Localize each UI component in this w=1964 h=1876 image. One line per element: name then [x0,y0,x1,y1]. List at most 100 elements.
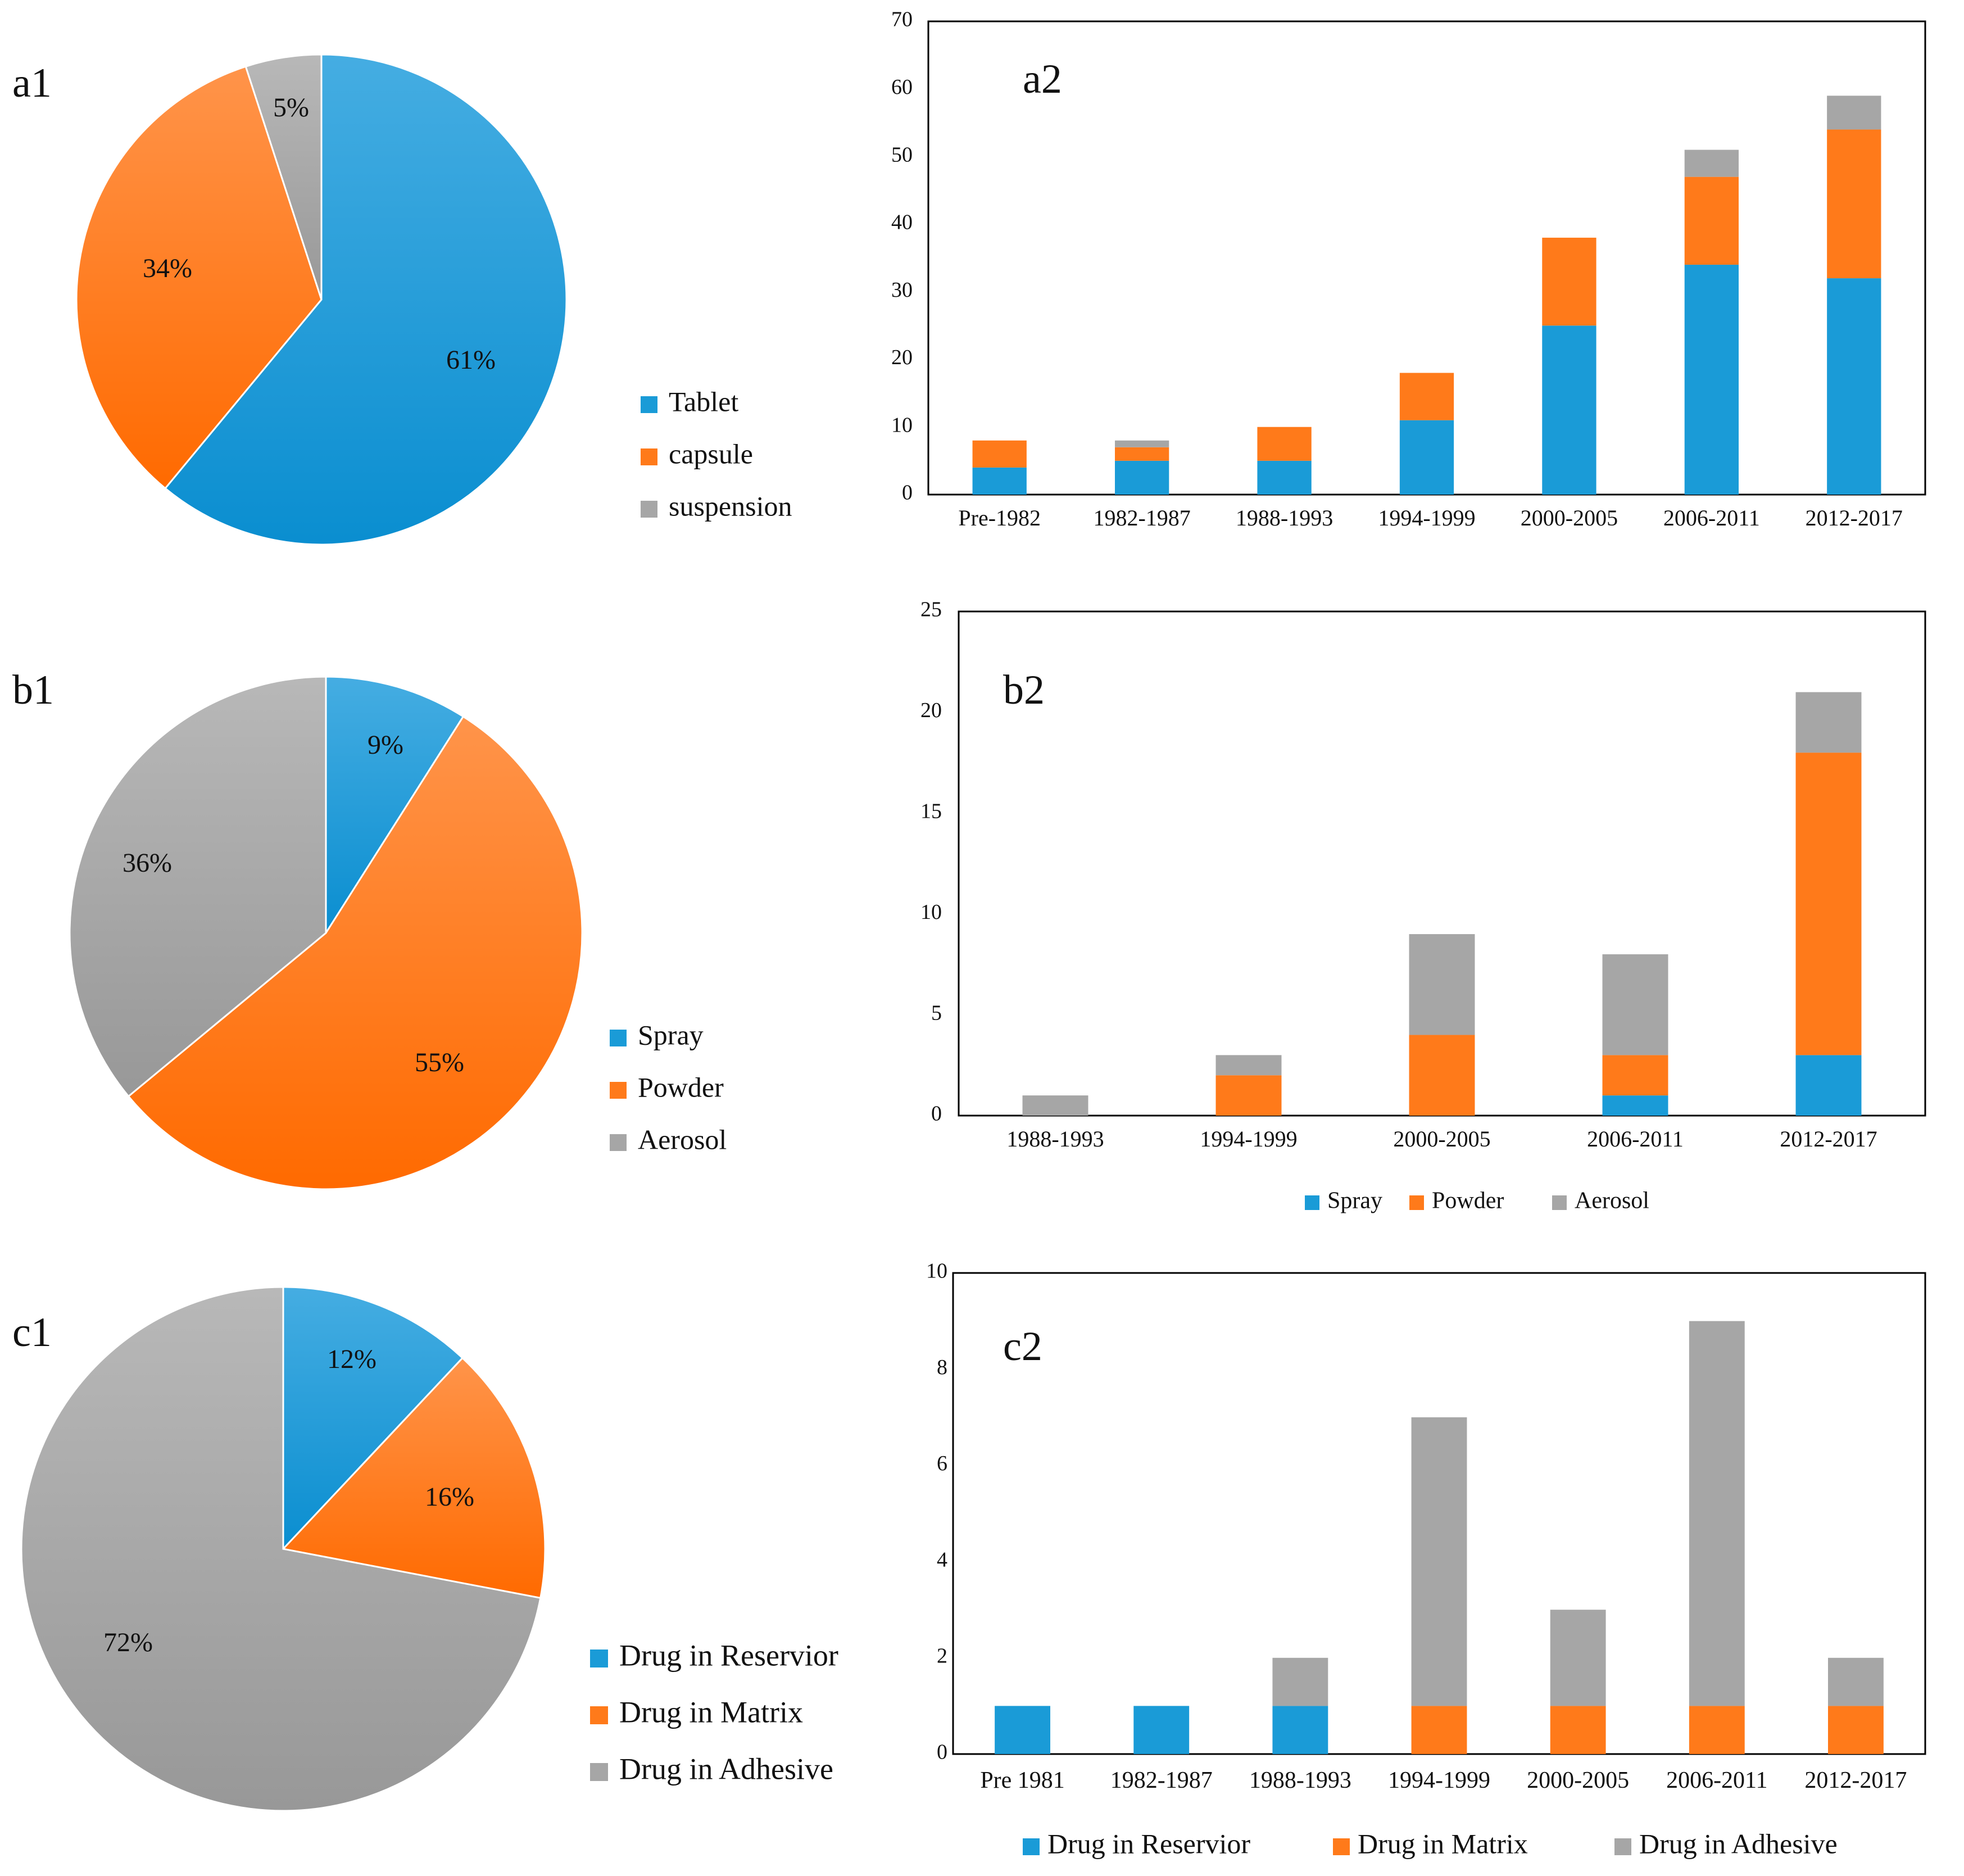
legend-swatch-drug-in-matrix [1333,1838,1350,1855]
legend-swatch-aerosol [610,1134,627,1151]
x-tick-label: 2012-2017 [1806,505,1903,531]
bar-capsule-2006-2011 [1684,176,1739,265]
y-tick-label: 10 [920,900,942,924]
bar-spray-2012-2017 [1795,1055,1862,1116]
x-tick-label: 2000-2005 [1521,505,1618,531]
bar-drug-in-adhesive-2012-2017 [1828,1657,1884,1706]
bar-aerosol-2012-2017 [1795,692,1862,753]
legend-b1: Spray Powder Aerosol [610,1019,727,1155]
legend-swatch-spray [1305,1195,1319,1210]
y-tick-label: 15 [920,800,942,823]
bar-drug-in-adhesive-1994-1999 [1411,1417,1467,1706]
x-tick-label: 1988-1993 [1236,505,1333,531]
pie-pct-label-tablet: 61% [446,345,496,375]
legend-b2: Spray Powder Aerosol [1305,1188,1649,1214]
bar-aerosol-2006-2011 [1602,954,1668,1055]
bar-drug-in-matrix-1994-1999 [1411,1706,1467,1754]
legend-label-suspension: suspension [669,490,792,522]
pie-chart-b1: 9% 55% 36% b1 Spray Powder Aerosol [12,667,727,1190]
bar-chart-c2: 0 2 4 6 8 10 Pre 1981 1982-1987 1988-1993 1994-19… [926,1259,1926,1859]
legend-label-drug-in-matrix: Drug in Matrix [619,1695,803,1729]
legend-label-aerosol: Aerosol [638,1123,727,1155]
legend-label-drug-in-reservior: Drug in Reservior [1047,1828,1250,1859]
bar-capsule-1994-1999 [1399,373,1454,420]
pie-pct-label-drug-in-matrix: 16% [425,1482,474,1512]
pie-pct-label-powder: 55% [415,1048,464,1077]
bar-powder-2000-2005 [1409,1035,1475,1116]
legend-c2: Drug in Reservior Drug in Matrix Drug in A… [1023,1828,1838,1859]
legend-swatch-spray [610,1030,627,1046]
pie-slice-powder [127,715,583,1190]
y-tick-label: 10 [926,1259,947,1283]
x-tick-label: 2006-2011 [1587,1126,1684,1152]
pie-pct-label-drug-in-adhesive: 72% [103,1628,153,1657]
x-tick-label: 1994-1999 [1200,1126,1297,1152]
bar-drug-in-matrix-2000-2005 [1550,1706,1606,1754]
y-tick-label: 30 [891,278,913,302]
bar-powder-1994-1999 [1215,1075,1282,1116]
legend-label-drug-in-adhesive: Drug in Adhesive [1639,1828,1838,1859]
y-tick-label: 4 [937,1548,947,1571]
x-tick-label: 1988-1993 [1006,1126,1104,1152]
legend-swatch-drug-in-adhesive [590,1763,608,1781]
bar-tablet-1994-1999 [1399,420,1454,495]
legend-label-powder: Powder [638,1071,724,1103]
bar-aerosol-1988-1993 [1022,1095,1088,1116]
bar-drug-in-reservior-1982-1987 [1133,1706,1190,1754]
legend-swatch-tablet [641,396,657,413]
x-tick-label: 2006-2011 [1666,1768,1767,1793]
bar-powder-2012-2017 [1795,753,1862,1055]
bar-suspension-1982-1987 [1114,440,1169,447]
legend-label-aerosol: Aerosol [1575,1188,1649,1214]
pie-chart-a1: 61% 34% 5% a1 Tablet capsule suspension [12,53,792,546]
y-tick-label: 0 [902,481,913,505]
bar-suspension-2012-2017 [1827,96,1881,130]
y-tick-label: 60 [891,75,913,99]
pie-slice-capsule [75,65,323,490]
pie-slice-drug-in-adhesive [20,1286,542,1812]
legend-swatch-suspension [641,501,657,518]
pie-slice-tablet [164,53,568,546]
y-tick-label: 5 [931,1001,942,1025]
legend-swatch-drug-in-reservior [590,1650,608,1667]
y-tick-label: 40 [891,211,913,234]
y-tick-label: 10 [891,413,913,437]
panel-label-a2: a2 [1023,56,1062,102]
x-tick-label: 2006-2011 [1663,505,1760,531]
pie-pct-label-suspension: 5% [273,93,309,123]
y-tick-label: 0 [937,1741,947,1764]
bar-capsule-1988-1993 [1257,427,1312,461]
x-tick-label: 1988-1993 [1249,1768,1351,1793]
bar-tablet-1988-1993 [1257,460,1312,495]
y-tick-label: 6 [937,1452,947,1475]
bar-drug-in-adhesive-1988-1993 [1272,1657,1328,1706]
legend-label-drug-in-reservior: Drug in Reservior [619,1638,838,1672]
bar-aerosol-2000-2005 [1409,934,1475,1035]
legend-swatch-drug-in-matrix [590,1706,608,1724]
panel-label-b2: b2 [1003,667,1045,713]
bar-tablet-2006-2011 [1684,265,1739,495]
bar-chart-a2: 0 10 20 30 40 50 60 70 Pre-1982 1982-1987 1988-199… [891,8,1926,531]
panel-label-c2: c2 [1003,1324,1042,1370]
bar-suspension-2006-2011 [1684,149,1739,177]
bar-capsule-pre-1982 [972,440,1027,468]
bar-tablet-2012-2017 [1827,278,1881,495]
bar-drug-in-reservior-1988-1993 [1272,1706,1328,1754]
legend-a1: Tablet capsule suspension [641,386,792,522]
pie-pct-label-capsule: 34% [143,253,192,283]
legend-swatch-drug-in-adhesive [1614,1838,1631,1855]
bar-spray-2006-2011 [1602,1095,1668,1116]
bar-powder-2006-2011 [1602,1055,1668,1096]
legend-label-drug-in-adhesive: Drug in Adhesive [619,1752,833,1786]
bar-tablet-2000-2005 [1542,325,1596,495]
x-tick-label: 2000-2005 [1527,1768,1629,1793]
bar-drug-in-reservior-pre-1981 [995,1706,1050,1754]
pie-slice-suspension [244,53,323,300]
bar-chart-b2: 0 5 10 15 20 25 1988-1993 1994-1999 2000-2005 200… [920,598,1926,1214]
pie-slice-spray [325,676,465,936]
bar-aerosol-1994-1999 [1215,1055,1282,1076]
y-tick-label: 8 [937,1356,947,1379]
y-tick-label: 2 [937,1644,947,1668]
pie-pct-label-aerosol: 36% [123,848,172,878]
